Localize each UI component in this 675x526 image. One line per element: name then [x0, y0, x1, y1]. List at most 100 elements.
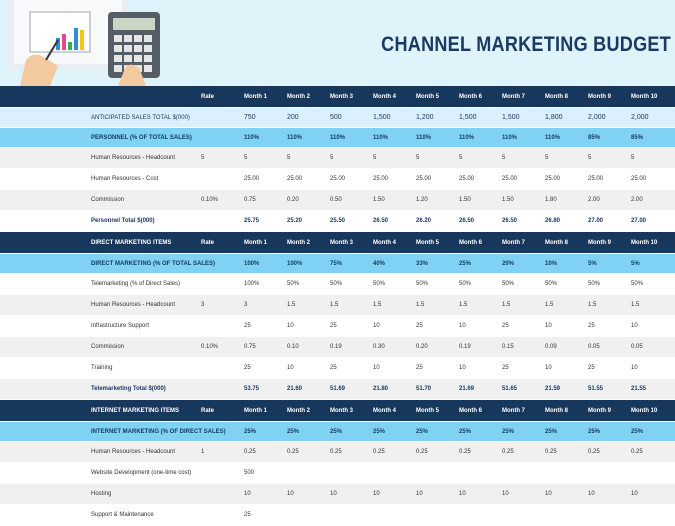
table-row[interactable]: Human Resources - Cost 25.00 25.00 25.00…: [0, 169, 675, 190]
cell[interactable]: 25%: [459, 261, 472, 267]
cell[interactable]: 0.25: [373, 449, 385, 455]
cell[interactable]: 1,500: [502, 114, 520, 121]
cell[interactable]: 25: [416, 323, 423, 329]
cell[interactable]: 50%: [502, 281, 515, 287]
cell[interactable]: 51.55: [588, 386, 604, 392]
cell[interactable]: 5: [373, 155, 377, 161]
cell[interactable]: 0.50: [330, 197, 342, 203]
cell[interactable]: 5: [416, 155, 420, 161]
cell[interactable]: 0.25: [459, 449, 471, 455]
table-row[interactable]: Training 25 10 25 10 25 10 25 10 25 10: [0, 358, 675, 379]
cell[interactable]: 25: [244, 512, 251, 518]
cell[interactable]: 50%: [373, 281, 386, 287]
cell[interactable]: 25.00: [373, 176, 389, 182]
cell[interactable]: 25%: [545, 429, 558, 435]
cell[interactable]: 26.20: [416, 218, 432, 224]
cell[interactable]: 1,500: [459, 114, 477, 121]
cell[interactable]: 1,500: [373, 114, 391, 121]
cell[interactable]: 10: [631, 491, 638, 497]
cell[interactable]: 10: [287, 365, 294, 371]
cell[interactable]: 25.00: [330, 176, 346, 182]
cell[interactable]: 500: [244, 470, 255, 476]
cell[interactable]: 25.00: [502, 176, 518, 182]
table-row[interactable]: Telemarketing (% of Direct Sales) 100% 5…: [0, 274, 675, 295]
table-row[interactable]: Hosting 10 10 10 10 10 10 10 10 10 10: [0, 484, 675, 505]
cell[interactable]: 25%: [631, 429, 644, 435]
cell[interactable]: 110%: [545, 135, 561, 141]
cell[interactable]: 10: [373, 491, 380, 497]
cell[interactable]: 25.20: [287, 218, 303, 224]
cell[interactable]: 1.50: [459, 197, 471, 203]
cell[interactable]: 0.10: [287, 344, 299, 350]
cell[interactable]: 10: [502, 491, 509, 497]
cell[interactable]: 10: [244, 491, 251, 497]
cell[interactable]: 1.80: [545, 197, 557, 203]
cell[interactable]: 25%: [373, 429, 386, 435]
cell[interactable]: 25.50: [330, 218, 346, 224]
cell[interactable]: 51.65: [502, 386, 518, 392]
cell[interactable]: 10: [588, 491, 595, 497]
cell[interactable]: 25%: [287, 429, 300, 435]
cell[interactable]: 50%: [588, 281, 601, 287]
cell[interactable]: 51.70: [416, 386, 432, 392]
cell[interactable]: 5: [588, 155, 592, 161]
cell[interactable]: 10: [287, 323, 294, 329]
cell[interactable]: 25.00: [545, 176, 561, 182]
cell[interactable]: 25.00: [287, 176, 303, 182]
cell[interactable]: 1.50: [502, 197, 514, 203]
cell[interactable]: 0.25: [330, 449, 342, 455]
cell[interactable]: 0.25: [588, 449, 600, 455]
cell[interactable]: 10: [545, 323, 552, 329]
cell[interactable]: 2.00: [631, 197, 643, 203]
cell[interactable]: 25%: [330, 429, 343, 435]
cell[interactable]: 3: [244, 302, 248, 308]
cell[interactable]: 0.05: [631, 344, 643, 350]
cell[interactable]: 53.75: [244, 386, 260, 392]
cell[interactable]: 50%: [416, 281, 429, 287]
table-row[interactable]: Human Resources - Headcount 3 3 1.5 1.5 …: [0, 295, 675, 316]
cell[interactable]: 0.20: [287, 197, 299, 203]
cell[interactable]: 25%: [502, 429, 515, 435]
cell[interactable]: 0.20: [416, 344, 428, 350]
cell[interactable]: 5%: [588, 261, 597, 267]
cell[interactable]: 5: [244, 155, 248, 161]
cell[interactable]: 50%: [287, 281, 300, 287]
rate-cell[interactable]: 3: [201, 302, 205, 308]
cell[interactable]: 1.20: [416, 197, 428, 203]
cell[interactable]: 1.5: [502, 302, 511, 308]
cell[interactable]: 33%: [416, 261, 429, 267]
cell[interactable]: 25%: [588, 429, 601, 435]
cell[interactable]: 26.80: [545, 218, 561, 224]
cell[interactable]: 0.25: [416, 449, 428, 455]
cell[interactable]: 10: [631, 365, 638, 371]
table-row[interactable]: Commission 0.10% 0.75 0.10 0.19 0.30 0.2…: [0, 337, 675, 358]
cell[interactable]: 1,200: [416, 114, 434, 121]
cell[interactable]: 25.00: [416, 176, 432, 182]
cell[interactable]: 25.00: [631, 176, 647, 182]
cell[interactable]: 21.55: [631, 386, 647, 392]
cell[interactable]: 750: [244, 114, 256, 121]
cell[interactable]: 85%: [631, 135, 644, 141]
cell[interactable]: 10: [459, 491, 466, 497]
rate-cell[interactable]: 5: [201, 155, 205, 161]
cell[interactable]: 10: [287, 491, 294, 497]
cell[interactable]: 25.00: [459, 176, 475, 182]
cell[interactable]: 50%: [631, 281, 644, 287]
cell[interactable]: 0.19: [459, 344, 471, 350]
cell[interactable]: 0.09: [545, 344, 557, 350]
cell[interactable]: 25: [588, 365, 595, 371]
cell[interactable]: 2.00: [588, 197, 600, 203]
cell[interactable]: 110%: [416, 135, 432, 141]
cell[interactable]: 25: [330, 323, 337, 329]
cell[interactable]: 27.00: [631, 218, 647, 224]
table-row[interactable]: Human Resources - Headcount 5 5 5 5 5 5 …: [0, 148, 675, 169]
cell[interactable]: 5: [545, 155, 549, 161]
cell[interactable]: 1.5: [416, 302, 425, 308]
cell[interactable]: 40%: [373, 261, 386, 267]
cell[interactable]: 26.50: [373, 218, 389, 224]
cell[interactable]: 50%: [545, 281, 558, 287]
cell[interactable]: 500: [330, 114, 342, 121]
personnel-total-row[interactable]: Personnel Total $(000) 25.75 25.20 25.50…: [0, 211, 675, 232]
cell[interactable]: 5: [287, 155, 291, 161]
cell[interactable]: 5: [502, 155, 506, 161]
